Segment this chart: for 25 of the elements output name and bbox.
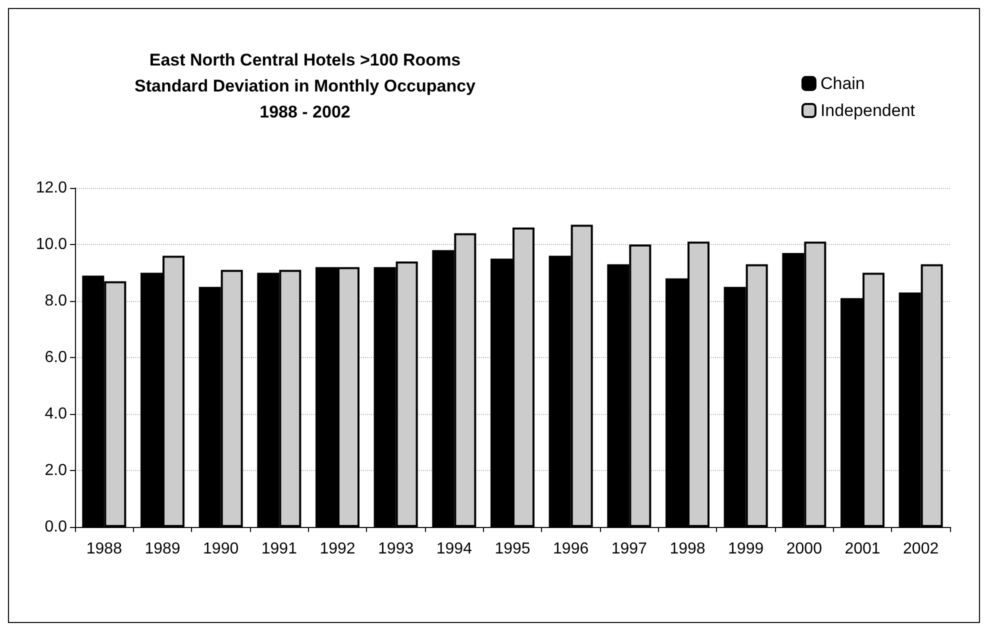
y-tick-label: 10.0 xyxy=(36,236,68,253)
x-tick-label: 1988 xyxy=(86,540,122,558)
y-tick-label: 2.0 xyxy=(44,462,68,479)
x-tick-label: 1996 xyxy=(553,540,589,558)
x-tick-label: 1997 xyxy=(611,540,648,558)
x-tick-label: 2001 xyxy=(844,540,880,558)
chart-title: East North Central Hotels >100 Rooms Standard Deviation in Monthly Occupancy 1988 - 2002 xyxy=(134,50,476,122)
y-tick-label: 8.0 xyxy=(44,292,68,310)
x-tick-label: 1990 xyxy=(203,540,239,558)
x-tick-label: 1991 xyxy=(261,540,298,558)
x-tick-label: 1995 xyxy=(494,540,530,558)
x-tick-label: 1999 xyxy=(728,540,764,558)
x-tick-label: 1989 xyxy=(144,540,180,558)
legend-label: Independent xyxy=(820,101,916,120)
x-tick-label: 1998 xyxy=(670,540,706,558)
x-tick-label: 2000 xyxy=(786,540,822,558)
y-tick-label: 4.0 xyxy=(44,406,68,422)
y-tick-label: 6.0 xyxy=(44,349,68,366)
x-tick-label: 1994 xyxy=(436,540,472,558)
y-tick-label: 12.0 xyxy=(36,180,68,196)
y-tick-label: 0.0 xyxy=(44,518,68,536)
x-tick-label: 2002 xyxy=(903,540,939,558)
legend-label: Chain xyxy=(820,74,865,93)
x-tick-label: 1992 xyxy=(320,540,356,558)
x-tick-label: 1993 xyxy=(378,540,414,558)
